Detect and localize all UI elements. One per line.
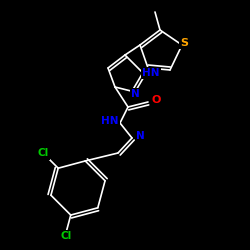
Text: HN: HN xyxy=(101,116,119,126)
Text: N: N xyxy=(136,131,144,141)
Text: Cl: Cl xyxy=(38,148,49,158)
Text: HN: HN xyxy=(142,68,160,78)
Text: O: O xyxy=(151,95,161,105)
Text: N: N xyxy=(130,89,140,99)
Text: S: S xyxy=(180,38,188,48)
Text: Cl: Cl xyxy=(60,232,72,241)
